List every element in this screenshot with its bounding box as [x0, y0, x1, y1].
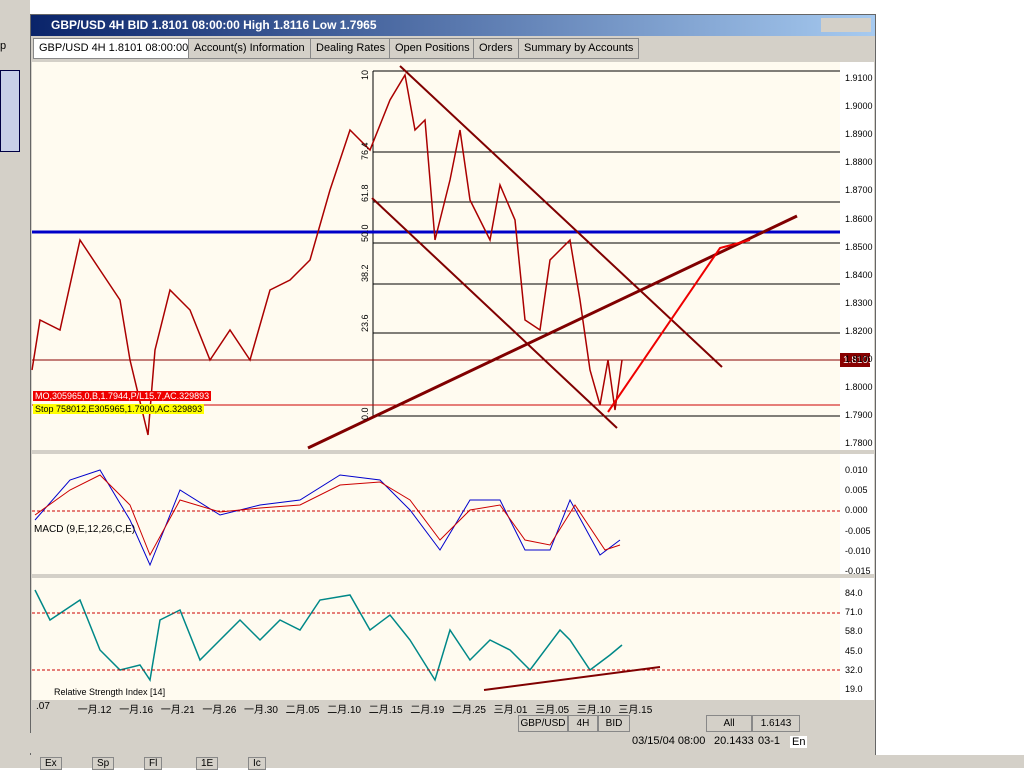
price-tick-label: 1.7800 [845, 438, 873, 449]
status-bar: 03/15/04 08:00 20.1433 03-1 En [30, 733, 874, 753]
rsi-tick-label: 71.0 [845, 607, 863, 618]
rsi-tick-label: 45.0 [845, 645, 863, 656]
rsi-tick-label: 84.0 [845, 588, 863, 598]
window-controls[interactable] [821, 18, 871, 32]
rsi-tick-label: 19.0 [845, 684, 863, 694]
macd-tick-label: 0.005 [845, 485, 868, 496]
projection-line [607, 239, 751, 413]
date-label: 一月.26 [202, 705, 237, 716]
tab[interactable]: GBP/USD 4H 1.8101 08:00:00 [33, 38, 195, 59]
rsi-tick-label: 32.0 [845, 664, 863, 675]
rsi-tick-label: 58.0 [845, 626, 863, 637]
fib-label: 50.0 [360, 224, 370, 242]
fib-lines [372, 70, 840, 417]
taskbar-item[interactable]: Ic [248, 757, 266, 770]
date-label: 二月.25 [452, 705, 486, 716]
macd-pane [32, 454, 840, 574]
price-tick-label: 1.9100 [845, 73, 873, 83]
date-label: .07 [36, 701, 50, 712]
date-label: 二月.19 [410, 705, 445, 716]
left-label: p [0, 40, 7, 52]
macd-label: MACD (9,E,12,26,C,E) [34, 524, 136, 535]
stop-label: Stop 758012,E305965,1.7900,AC.329893 [33, 404, 205, 414]
toolbar-button[interactable]: 1.6143 [752, 715, 800, 732]
date-label: 三月.10 [576, 705, 611, 716]
rsi-pane [32, 578, 840, 700]
date-label: 二月.05 [285, 705, 320, 716]
date-label: 一月.16 [119, 705, 154, 716]
price-tick-label: 1.9000 [845, 101, 873, 112]
tool-icons[interactable] [0, 70, 20, 152]
taskbar-item[interactable]: Sp [92, 757, 115, 770]
current-price-box [840, 353, 870, 367]
price-tick-label: 1.8100 [845, 354, 873, 364]
price-scale [840, 62, 874, 450]
rsi-scale [840, 578, 874, 700]
status-datetime: 03/15/04 08:00 [632, 735, 706, 747]
date-label: 三月.05 [535, 705, 570, 716]
price-tick-label: 1.8200 [845, 325, 873, 336]
fib-label: 10 [360, 69, 370, 80]
price-tick-label: 1.8700 [845, 185, 873, 196]
toolbar-button[interactable]: 4H [568, 715, 598, 732]
price-tick-label: 1.8000 [845, 382, 873, 393]
date-label: 三月.01 [493, 705, 528, 716]
tab[interactable]: Open Positions [389, 38, 476, 59]
macd-tick-label: -0.005 [845, 525, 871, 536]
current-price: 1.8101 [843, 355, 874, 366]
tab[interactable]: Summary by Accounts [518, 38, 640, 59]
fib-label: 38.2 [360, 264, 370, 282]
taskbar-item[interactable]: Fl [144, 757, 163, 770]
taskbar-item[interactable]: Ex [40, 757, 62, 770]
window-title: GBP/USD 4H BID 1.8101 08:00:00 High 1.81… [51, 18, 377, 32]
price-tick-label: 1.8900 [845, 129, 873, 140]
date-label: 一月.30 [244, 705, 278, 716]
fib-label: 0.0 [360, 407, 370, 420]
price-tick-label: 1.8800 [845, 157, 873, 168]
macd-line [34, 469, 621, 567]
status-date: 03-1 [758, 735, 781, 747]
date-label: 一月.12 [77, 705, 112, 716]
macd-tick-label: -0.015 [845, 566, 871, 576]
macd-tick-label: 0.000 [845, 505, 868, 516]
macd-tick-label: -0.010 [845, 545, 871, 556]
macd-tick-label: 0.010 [845, 465, 868, 475]
toolbar-button[interactable]: BID [598, 715, 630, 732]
price-tick-label: 1.7900 [845, 410, 873, 421]
tab[interactable]: Orders [473, 38, 519, 59]
fib-label: 76.4 [360, 142, 370, 160]
status-lang[interactable]: En [790, 736, 808, 748]
price-tick-label: 1.8400 [845, 269, 873, 280]
toolbar-button[interactable]: GBP/USD [518, 715, 568, 732]
status-value: 20.1433 [714, 735, 754, 747]
left-panel: p [0, 0, 30, 768]
rsi-label: Relative Strength Index [14] [54, 687, 166, 697]
macd-scale [840, 454, 874, 574]
tab[interactable]: Account(s) Information [188, 38, 311, 59]
price-tick-label: 1.8600 [845, 213, 873, 224]
toolbar-button[interactable]: All [706, 715, 752, 732]
price-tick-label: 1.8300 [845, 297, 873, 308]
date-label: 二月.10 [327, 705, 362, 716]
price-tick-label: 1.8500 [845, 241, 873, 252]
date-label: 三月.15 [618, 705, 653, 716]
tab[interactable]: Dealing Rates [310, 38, 392, 59]
date-label: 一月.21 [160, 705, 195, 716]
macd-signal [34, 474, 621, 557]
rsi-trend [483, 666, 661, 691]
date-label: 二月.15 [368, 705, 403, 716]
order-label: MO,305965,0,B,1.7944,P/L15.7,AC.329893 [33, 391, 212, 401]
fib-label: 61.8 [360, 184, 370, 202]
price-pane [32, 62, 840, 450]
taskbar-item[interactable]: 1E [196, 757, 219, 770]
fib-label: 23.6 [360, 314, 370, 332]
title-bar: GBP/USD 4H BID 1.8101 08:00:00 High 1.81… [31, 15, 875, 36]
